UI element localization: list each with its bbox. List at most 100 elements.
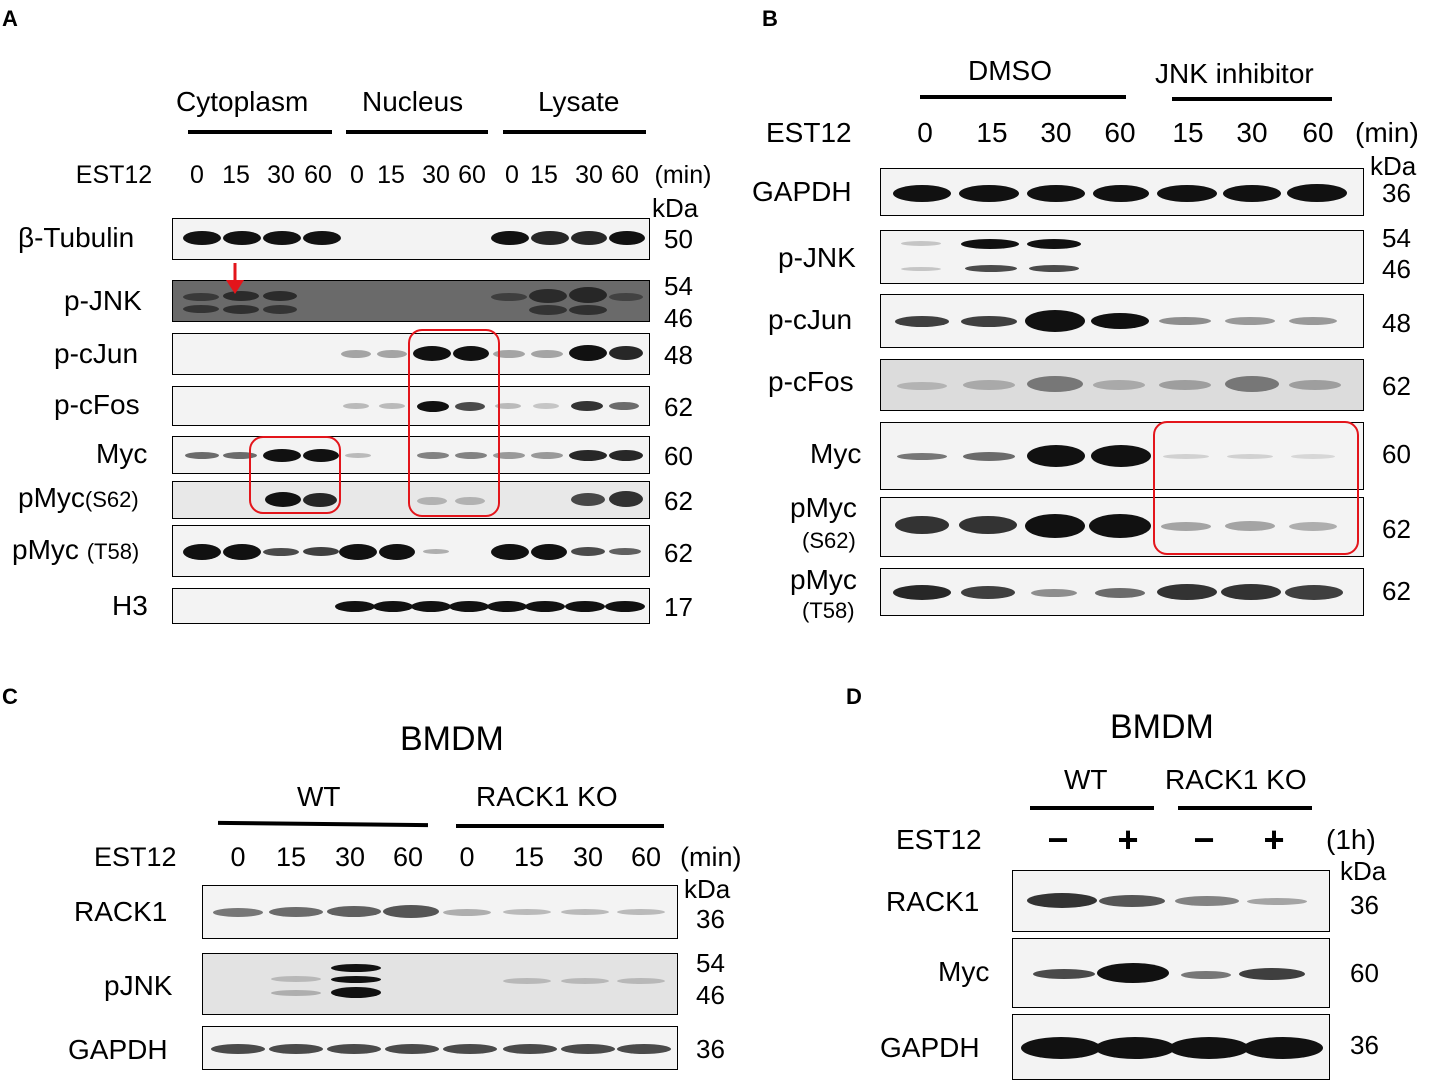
protein-band bbox=[617, 978, 665, 984]
blot-p-jnk bbox=[172, 280, 650, 322]
protein-band bbox=[331, 976, 381, 983]
protein-band bbox=[565, 601, 605, 612]
group-label: RACK1 KO bbox=[1165, 764, 1307, 795]
lane-time: 15 bbox=[976, 117, 1008, 148]
group-bar bbox=[456, 824, 664, 828]
protein-band bbox=[493, 350, 525, 358]
lane-time: 60 bbox=[458, 161, 486, 189]
protein-band bbox=[525, 601, 565, 612]
protein-band bbox=[529, 305, 567, 315]
kda-value: 54 bbox=[664, 271, 693, 301]
protein-band bbox=[531, 544, 567, 560]
protein-band bbox=[533, 403, 559, 409]
protein-band bbox=[413, 346, 451, 361]
protein-band bbox=[1031, 589, 1077, 597]
protein-band bbox=[1027, 185, 1085, 202]
group-bar bbox=[1030, 806, 1154, 810]
protein-band bbox=[383, 905, 439, 918]
protein-band bbox=[1027, 445, 1085, 467]
panel-a-letter: A bbox=[2, 6, 18, 31]
protein-band bbox=[385, 1044, 439, 1054]
protein-band bbox=[495, 403, 521, 409]
treatment-label: EST12 bbox=[896, 824, 982, 855]
row-label: GAPDH bbox=[752, 176, 852, 207]
protein-band bbox=[455, 497, 485, 505]
row-label: p-JNK bbox=[778, 242, 856, 273]
kda-value: 36 bbox=[696, 1034, 725, 1064]
lane-time: 15 bbox=[222, 161, 250, 189]
protein-band bbox=[223, 544, 261, 560]
protein-band bbox=[417, 452, 449, 459]
kda-value: 62 bbox=[1382, 576, 1411, 606]
kda-header: kDa bbox=[1370, 151, 1417, 181]
protein-band bbox=[1093, 380, 1145, 390]
protein-band bbox=[271, 976, 321, 982]
protein-band bbox=[341, 350, 371, 358]
protein-band bbox=[1163, 454, 1209, 459]
protein-band bbox=[213, 908, 263, 917]
kda-value: 62 bbox=[664, 392, 693, 422]
protein-band bbox=[331, 964, 381, 972]
protein-band bbox=[263, 548, 299, 556]
protein-band bbox=[1033, 969, 1095, 979]
group-label: RACK1 KO bbox=[476, 781, 618, 812]
protein-band bbox=[1157, 185, 1217, 202]
row-label-sub: (S62) bbox=[84, 487, 139, 512]
row-label-main: pMyc bbox=[18, 482, 85, 513]
group-bar bbox=[920, 95, 1126, 99]
protein-band bbox=[377, 350, 407, 358]
lane-time: 30 bbox=[267, 161, 295, 189]
protein-band bbox=[609, 402, 639, 410]
protein-band bbox=[1027, 893, 1097, 908]
protein-band bbox=[965, 265, 1017, 272]
kda-value: 54 bbox=[696, 948, 725, 978]
lane-time: 60 bbox=[611, 161, 639, 189]
protein-band bbox=[561, 909, 609, 915]
protein-band bbox=[609, 548, 641, 555]
protein-band bbox=[1181, 971, 1231, 979]
time-unit: (1h) bbox=[1326, 824, 1376, 855]
protein-band bbox=[303, 231, 341, 245]
protein-band bbox=[1099, 895, 1165, 907]
protein-band bbox=[487, 601, 527, 612]
protein-band bbox=[571, 231, 607, 245]
protein-band bbox=[959, 185, 1019, 202]
protein-band bbox=[303, 547, 339, 556]
protein-band bbox=[1285, 585, 1343, 600]
protein-band bbox=[1221, 584, 1281, 600]
protein-band bbox=[571, 493, 605, 506]
protein-band bbox=[1247, 898, 1307, 905]
kda-value: 62 bbox=[664, 486, 693, 516]
row-label-sub: (S62) bbox=[802, 528, 856, 553]
blot-beta-tubulin bbox=[172, 218, 650, 260]
lane-time: 15 bbox=[275, 842, 307, 872]
protein-band bbox=[263, 291, 297, 301]
condition-plus: + bbox=[1263, 819, 1285, 860]
protein-band bbox=[1291, 454, 1335, 459]
protein-band bbox=[531, 452, 563, 459]
kda-value: 36 bbox=[1350, 890, 1379, 920]
protein-band bbox=[211, 1044, 265, 1054]
protein-band bbox=[569, 345, 607, 361]
protein-band bbox=[1225, 521, 1275, 531]
protein-band bbox=[1225, 376, 1279, 392]
group-label: Nucleus bbox=[362, 86, 464, 117]
protein-band bbox=[1289, 317, 1337, 325]
blot-gapdh bbox=[880, 168, 1364, 216]
protein-band bbox=[529, 289, 567, 303]
protein-band bbox=[901, 267, 941, 271]
protein-band bbox=[1027, 239, 1081, 249]
lane-time: 15 bbox=[377, 161, 405, 189]
protein-band bbox=[893, 585, 951, 600]
blot-h3 bbox=[172, 588, 650, 624]
protein-band bbox=[503, 978, 551, 984]
protein-band bbox=[493, 452, 525, 459]
panel-title: BMDM bbox=[1110, 708, 1214, 746]
blot-p-jnk bbox=[880, 230, 1364, 284]
protein-band bbox=[269, 907, 323, 917]
panel-b-letter: B bbox=[762, 6, 778, 31]
protein-band bbox=[1287, 184, 1347, 202]
group-bar bbox=[1172, 97, 1332, 101]
row-label-sub: (T58) bbox=[86, 539, 140, 564]
protein-band bbox=[1025, 310, 1085, 332]
